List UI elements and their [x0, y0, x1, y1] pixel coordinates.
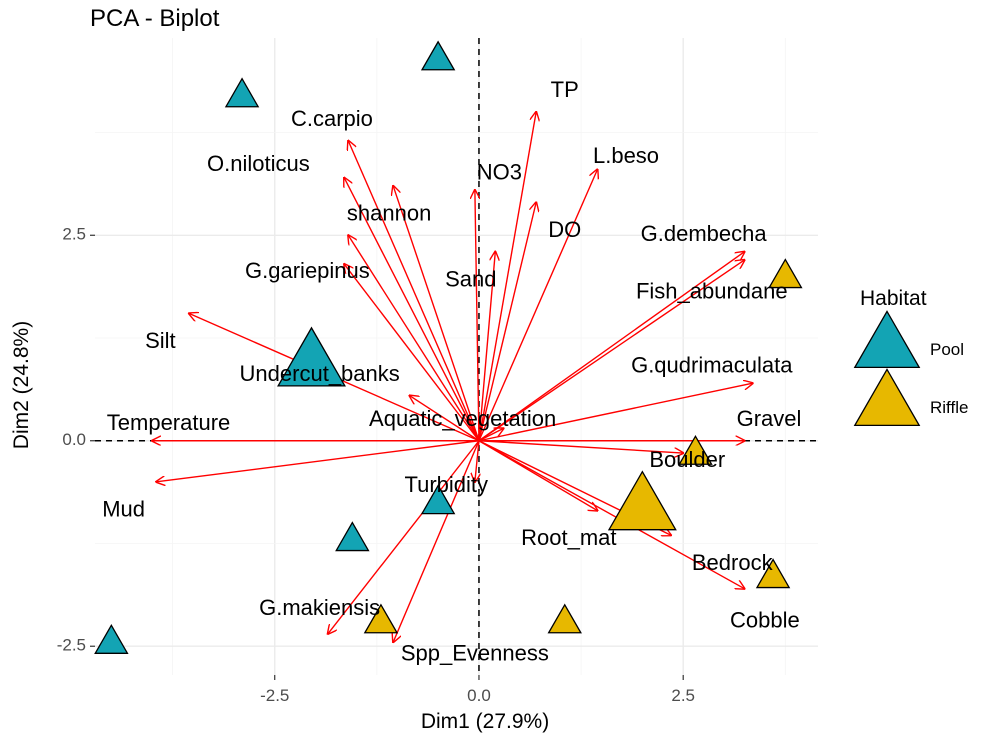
- variable-arrow: [393, 440, 480, 642]
- variable-arrow: [348, 141, 480, 442]
- variable-label: NO3: [477, 159, 522, 184]
- observation-point-riffle: [547, 603, 582, 634]
- observation-point-pool: [94, 624, 129, 654]
- variable-label: Silt: [145, 328, 176, 353]
- variable-arrow: [478, 202, 536, 441]
- y-tick-label: -2.5: [57, 636, 86, 655]
- variable-arrow: [478, 440, 683, 453]
- variable-label: shannon: [347, 201, 431, 226]
- reference-lines: [95, 38, 818, 675]
- x-tick-label: 0.0: [467, 686, 491, 705]
- observation-point-riffle: [755, 558, 791, 589]
- variable-arrow: [478, 112, 536, 441]
- variable-label: Boulder: [649, 447, 725, 472]
- variable-label: O.niloticus: [207, 151, 310, 176]
- variable-label: Bedrock: [692, 550, 774, 575]
- variable-label: Spp_Evenness: [401, 640, 549, 665]
- variable-arrow: [348, 235, 480, 442]
- variable-label: G.gariepinus: [245, 258, 370, 283]
- variable-label: Fish_abundane: [636, 279, 788, 304]
- variable-labels: TP C.carpio L.beso O.niloticus NO3 DO shannon S…: [102, 77, 801, 665]
- legend: Habitat Pool Riffle: [853, 287, 968, 427]
- variable-label: TP: [551, 77, 579, 102]
- variable-label: Cobble: [730, 607, 800, 632]
- variable-arrow: [156, 440, 480, 482]
- variable-arrow: [344, 264, 480, 442]
- observation-point-pool: [420, 40, 456, 71]
- variable-arrow: [478, 440, 745, 589]
- variable-label: L.beso: [593, 143, 659, 168]
- variable-arrow: [478, 260, 745, 442]
- legend-symbol-pool: [853, 310, 921, 369]
- variable-label: Aquatic_vegetation: [369, 406, 556, 431]
- variable-label: Sand: [445, 266, 496, 291]
- variable-arrow: [393, 186, 480, 441]
- observation-points: [94, 40, 803, 654]
- variable-label: G.dembecha: [641, 221, 768, 246]
- legend-label-riffle: Riffle: [930, 398, 968, 417]
- observation-point-riffle: [363, 603, 399, 634]
- variable-arrow: [328, 440, 480, 634]
- variable-label: Root_mat: [521, 525, 616, 550]
- observation-point-riffle: [768, 258, 803, 289]
- variable-arrow: [475, 440, 479, 482]
- y-axis-title: Dim2 (24.8%): [10, 321, 33, 449]
- variable-label: Turbidity: [405, 472, 489, 497]
- y-tick-label: 0.0: [62, 430, 86, 449]
- observation-point-pool: [224, 77, 260, 108]
- observation-point-riffle: [678, 434, 713, 465]
- x-tick-label: -2.5: [260, 686, 289, 705]
- variable-label: Mud: [102, 496, 145, 521]
- variable-arrow: [478, 383, 753, 442]
- observation-point-riffle: [607, 470, 677, 531]
- variable-arrow: [344, 178, 480, 442]
- variable-label: G.makiensis: [259, 595, 380, 620]
- legend-symbol-riffle: [853, 368, 921, 427]
- x-axis-title: Dim1 (27.9%): [421, 710, 549, 733]
- observation-point-pool: [335, 521, 370, 552]
- legend-title: Habitat: [860, 287, 927, 310]
- variable-arrow: [478, 252, 745, 442]
- y-tick-label: 2.5: [62, 225, 86, 244]
- axis-ticks: -2.5 0.0 2.5 -2.5 0.0 2.5: [57, 225, 695, 705]
- variable-label: G.qudrimaculata: [631, 353, 793, 378]
- variable-arrow: [478, 428, 504, 442]
- variable-label: Temperature: [107, 410, 231, 435]
- variable-arrow: [410, 396, 480, 442]
- observation-point-pool: [277, 326, 346, 387]
- variable-label: DO: [548, 217, 581, 242]
- variable-label: Undercut_banks: [240, 361, 400, 386]
- variable-arrow: [475, 190, 479, 441]
- variable-arrow: [478, 170, 597, 442]
- variable-label: C.carpio: [291, 106, 373, 131]
- variable-arrows: [152, 112, 752, 642]
- legend-label-pool: Pool: [930, 340, 964, 359]
- chart-title: PCA - Biplot: [90, 5, 220, 32]
- variable-label: Gravel: [737, 406, 802, 431]
- observation-point-pool: [420, 484, 456, 515]
- x-tick-label: 2.5: [671, 686, 695, 705]
- variable-arrow: [478, 252, 495, 441]
